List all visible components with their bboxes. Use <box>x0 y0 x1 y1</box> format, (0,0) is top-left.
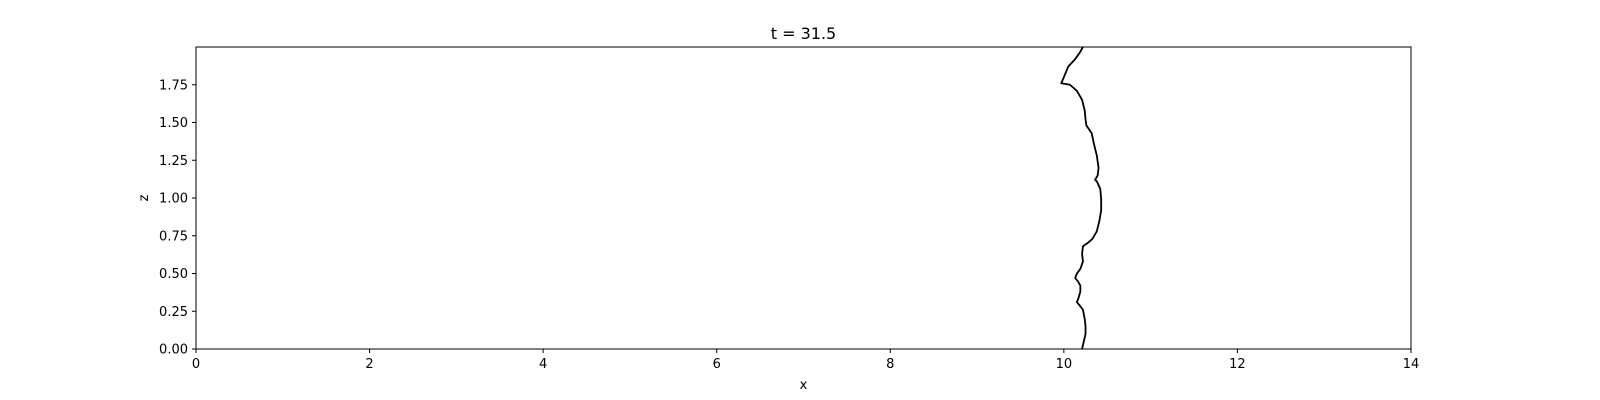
y-tick-label: 1.50 <box>159 116 188 131</box>
plot-area <box>196 47 1411 349</box>
y-tick-label: 0.50 <box>159 267 188 282</box>
x-tick-label: 10 <box>1056 357 1073 372</box>
y-axis-label: z <box>137 194 152 201</box>
x-axis-label: x <box>800 378 808 393</box>
y-tick-label: 0.00 <box>159 343 188 358</box>
series-layer <box>1060 46 1103 350</box>
x-tick-label: 14 <box>1403 357 1420 372</box>
x-tick-label: 0 <box>192 357 200 372</box>
y-tick-label: 0.75 <box>159 229 188 244</box>
interface-curve <box>1060 46 1103 350</box>
x-tick-label: 12 <box>1229 357 1246 372</box>
y-tick-label: 1.25 <box>159 154 188 169</box>
plot-frame <box>195 46 1412 350</box>
y-tick-label: 0.25 <box>159 305 188 320</box>
x-tick-label: 4 <box>539 357 547 372</box>
x-tick-label: 8 <box>886 357 894 372</box>
y-axis-ticks: 0.00 0.25 0.50 0.75 1.00 1.25 1.50 1.75 <box>159 78 196 358</box>
x-tick-label: 6 <box>713 357 721 372</box>
y-tick-label: 1.75 <box>159 78 188 93</box>
y-tick-label: 1.00 <box>159 192 188 207</box>
x-axis-ticks: 0 2 4 6 8 10 12 14 <box>192 349 1419 372</box>
chart-title: t = 31.5 <box>771 24 836 43</box>
x-tick-label: 2 <box>365 357 373 372</box>
